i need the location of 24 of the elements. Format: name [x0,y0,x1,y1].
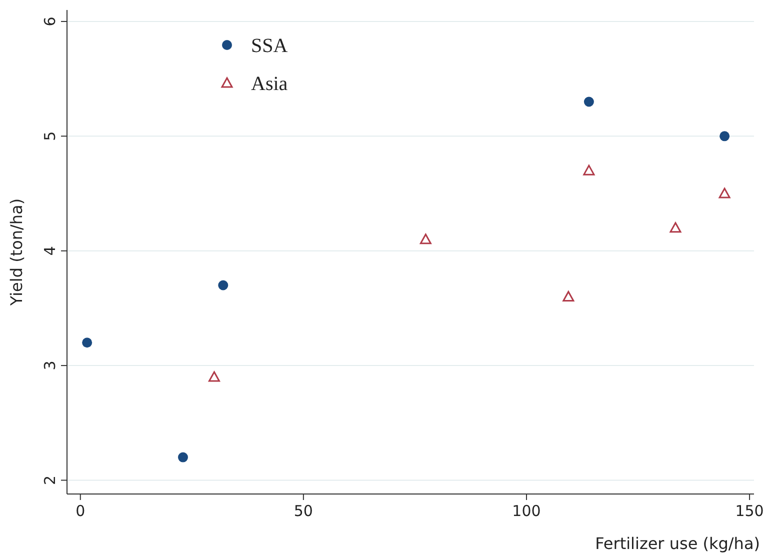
point [82,338,92,348]
point [670,222,682,233]
point [718,188,730,198]
point [562,290,574,302]
y-tick-label: 6 [41,16,59,26]
y-axis-title: Yield (ton/ha) [7,198,26,307]
x-tick-label: 150 [735,502,764,520]
point [420,234,432,244]
legend-label: Asia [251,73,288,95]
point [584,96,594,107]
point [208,371,220,382]
x-tick-label: 0 [76,502,86,520]
x-tick-label: 100 [512,502,541,520]
point [218,280,228,290]
point [583,164,595,176]
y-tick-label: 3 [41,360,59,370]
x-tick-label: 50 [294,502,313,520]
y-tick-label: 4 [41,246,59,256]
x-axis-title: Fertilizer use (kg/ha) [595,534,760,553]
point [720,131,730,142]
point [178,452,188,462]
y-tick-label: 5 [41,131,59,141]
legend-label: SSA [251,35,288,57]
y-tick-label: 2 [41,475,59,486]
